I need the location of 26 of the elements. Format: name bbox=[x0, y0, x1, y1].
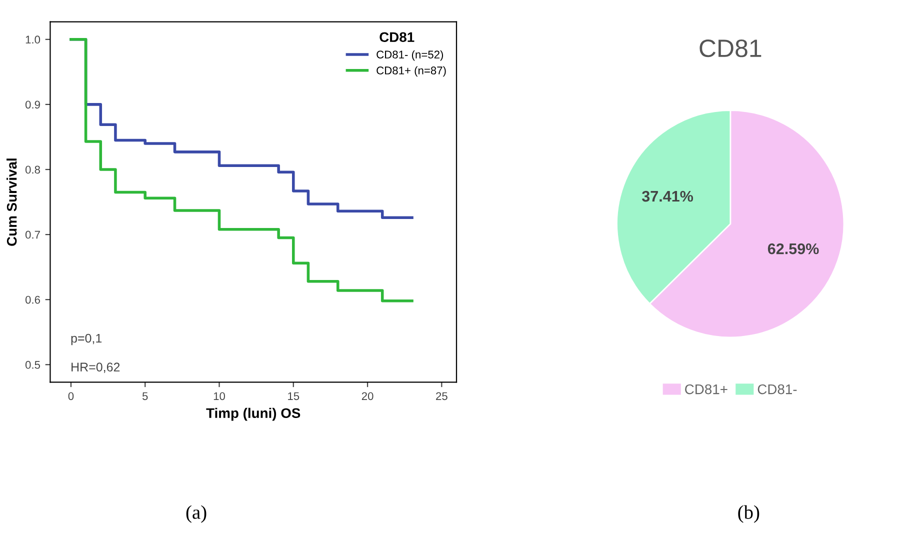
y-tick-label: 0.6 bbox=[25, 296, 40, 304]
y-axis-title: Cum Survival bbox=[6, 158, 17, 246]
y-tick-label: 1.0 bbox=[26, 36, 40, 44]
text: (a) bbox=[186, 505, 206, 523]
annotation: HR=0,62 bbox=[72, 362, 120, 373]
x-tick-label: 25 bbox=[436, 392, 448, 400]
x-tick-label: 15 bbox=[288, 392, 300, 400]
data-label: 62.59% bbox=[768, 243, 819, 254]
x-tick-label: 10 bbox=[214, 392, 225, 400]
y-tick-label: 0.9 bbox=[25, 100, 40, 109]
y-tick-label: 0.8 bbox=[25, 166, 40, 174]
x-tick-label: 5 bbox=[142, 392, 148, 400]
chart-title: CD81 bbox=[700, 39, 762, 58]
x-axis-title: Timp (luni) OS bbox=[206, 408, 300, 421]
legend-title: CD81 bbox=[380, 32, 414, 42]
y-tick-label: 0.5 bbox=[25, 360, 40, 369]
x-tick-label: 0 bbox=[68, 392, 74, 400]
annotation: p=0,1 bbox=[71, 334, 102, 346]
legend-label: CD81+ bbox=[685, 384, 728, 394]
legend-label: CD81+ (n=87) bbox=[376, 66, 446, 77]
x-tick-label: 20 bbox=[362, 392, 374, 400]
y-tick-label: 0.7 bbox=[25, 230, 40, 239]
data-label: 37.41% bbox=[642, 190, 694, 202]
legend-label: CD81- (n=52) bbox=[376, 50, 444, 61]
legend-label: CD81- bbox=[758, 384, 797, 394]
text: (b) bbox=[738, 505, 760, 523]
